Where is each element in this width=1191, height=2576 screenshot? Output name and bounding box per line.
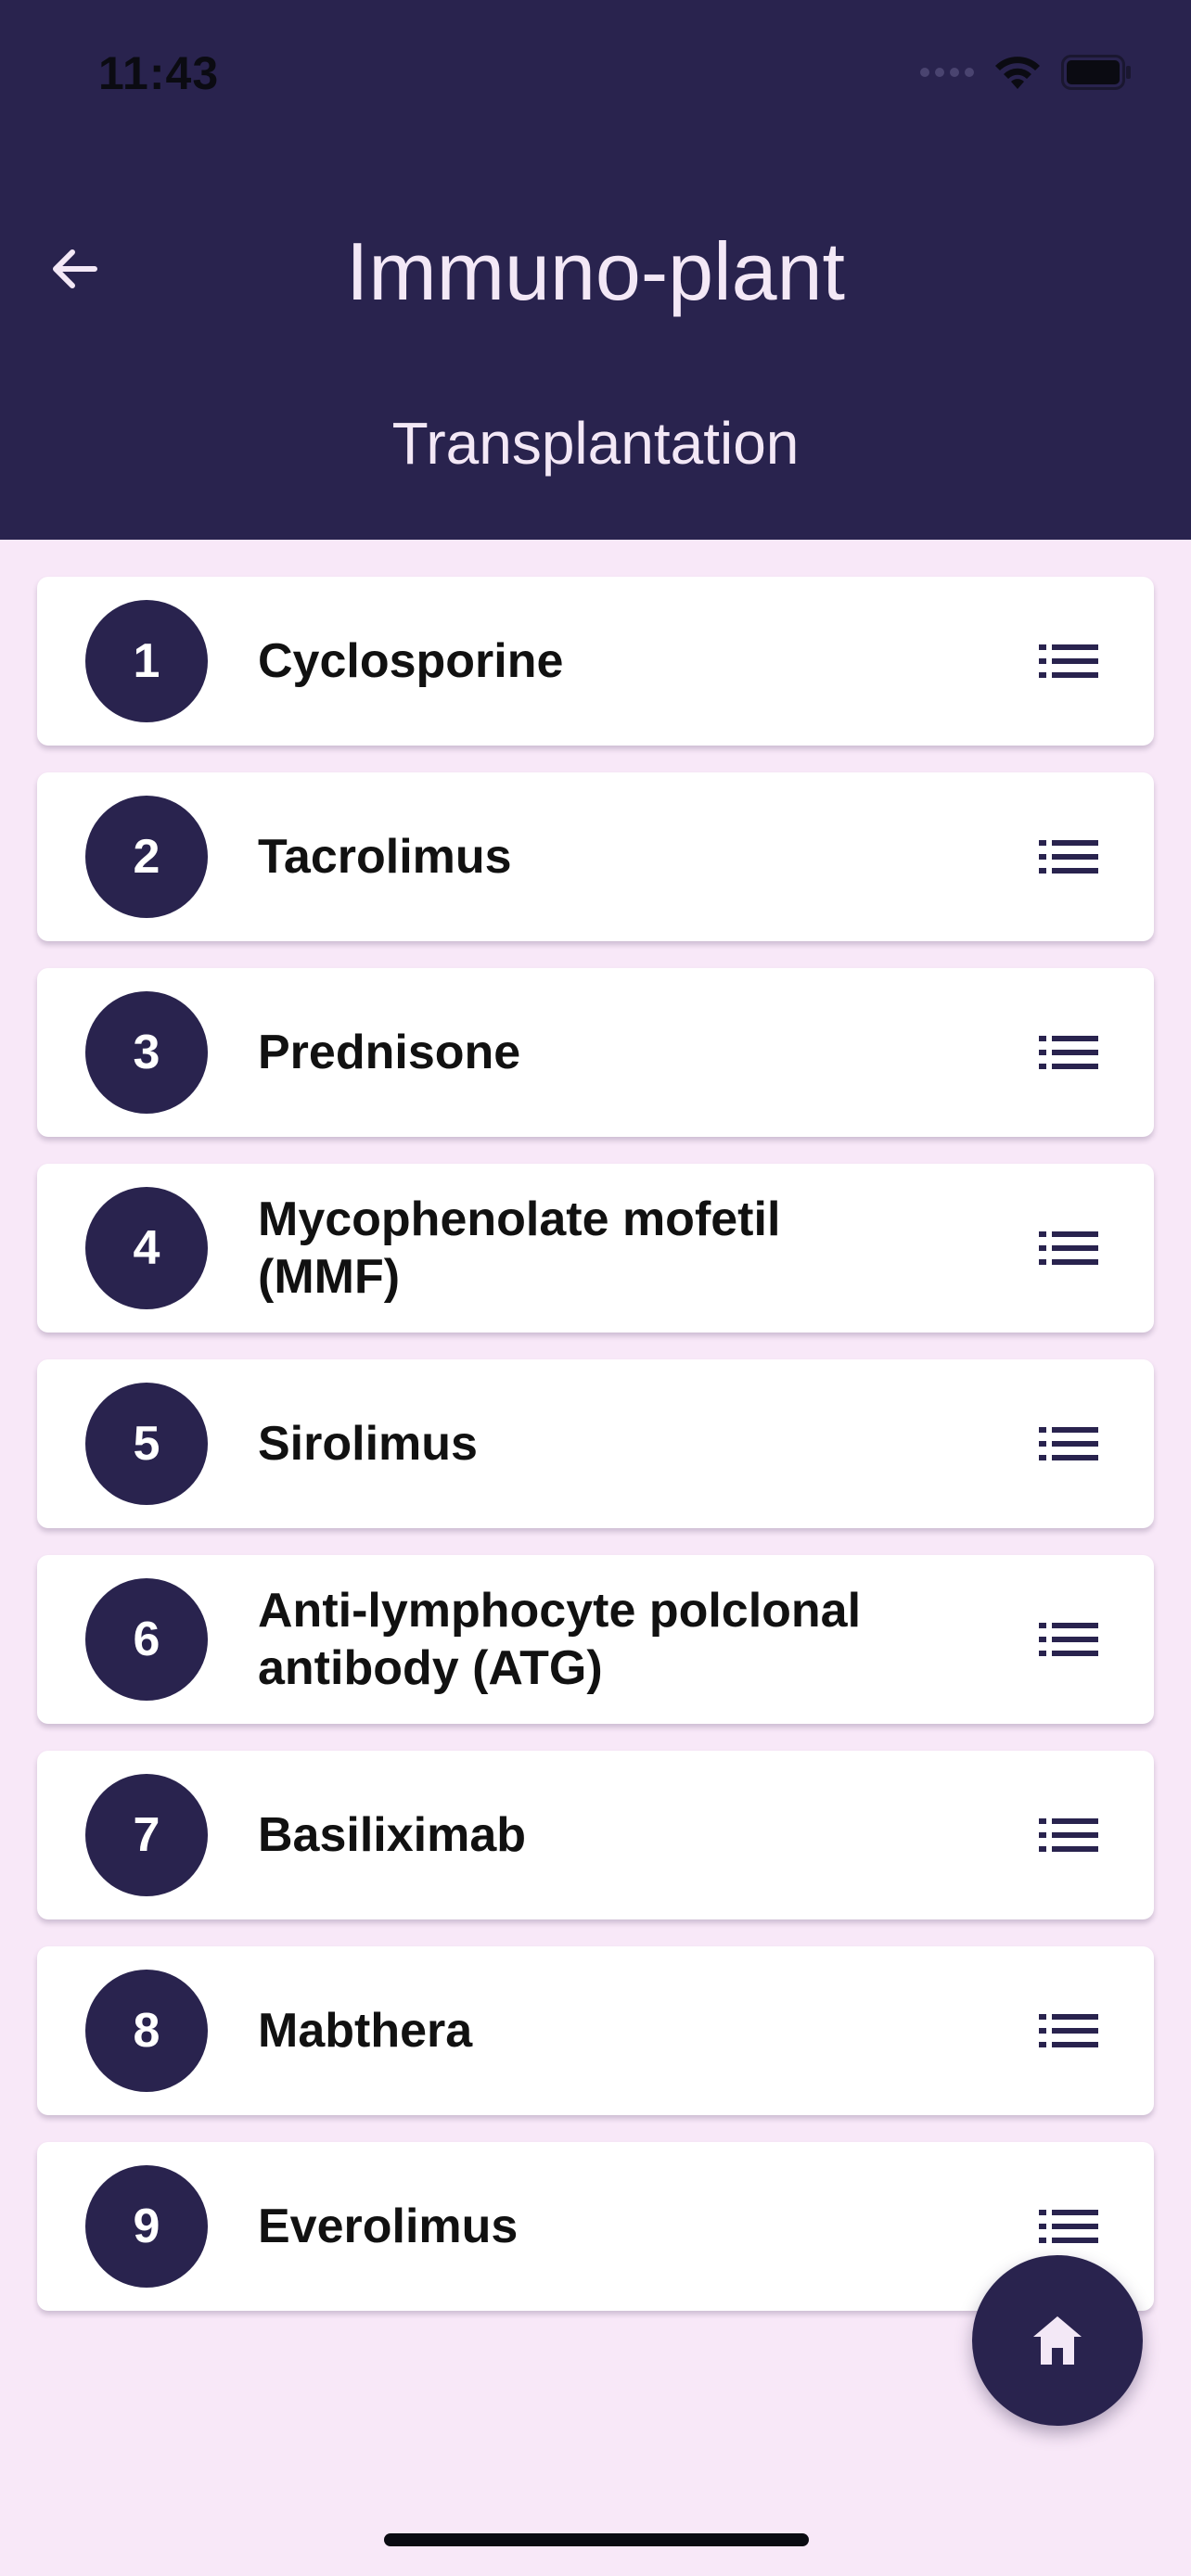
drug-name: Mycophenolate mofetil (MMF)	[258, 1192, 781, 1304]
list-icon[interactable]	[1039, 2012, 1098, 2049]
home-icon	[1033, 2316, 1082, 2365]
wifi-icon	[992, 54, 1043, 91]
drug-number-badge: 1	[85, 600, 208, 722]
list-icon[interactable]	[1039, 1621, 1098, 1658]
home-button[interactable]	[972, 2255, 1143, 2426]
drug-number-badge: 5	[85, 1383, 208, 1505]
drug-name: Tacrolimus	[258, 830, 512, 884]
drug-card-1[interactable]: 1 Cyclosporine	[37, 577, 1154, 746]
back-button[interactable]	[37, 232, 111, 306]
arrow-left-icon	[53, 249, 97, 288]
drug-number-badge: 2	[85, 796, 208, 918]
drug-name: Cyclosporine	[258, 634, 564, 688]
drug-name: Mabthera	[258, 2004, 473, 2058]
drug-card-4[interactable]: 4 Mycophenolate mofetil (MMF)	[37, 1164, 1154, 1333]
drug-name: Prednisone	[258, 1026, 521, 1079]
list-icon[interactable]	[1039, 838, 1098, 875]
drug-card-2[interactable]: 2 Tacrolimus	[37, 772, 1154, 941]
drug-number-badge: 8	[85, 1970, 208, 2092]
drug-name: Sirolimus	[258, 1417, 478, 1471]
drug-card-8[interactable]: 8 Mabthera	[37, 1946, 1154, 2115]
list-icon[interactable]	[1039, 643, 1098, 680]
drug-card-5[interactable]: 5 Sirolimus	[37, 1359, 1154, 1528]
page-title: Immuno-plant	[345, 225, 845, 317]
drug-name: Anti-lymphocyte polclonal antibody (ATG)	[258, 1584, 862, 1695]
status-time: 11:43	[98, 47, 220, 99]
list-icon[interactable]	[1039, 1034, 1098, 1071]
list-icon[interactable]	[1039, 1817, 1098, 1854]
page-subtitle: Transplantation	[391, 410, 800, 477]
drug-card-7[interactable]: 7 Basiliximab	[37, 1751, 1154, 1919]
drug-number-badge: 9	[85, 2165, 208, 2288]
drug-number-badge: 4	[85, 1187, 208, 1309]
list-icon[interactable]	[1039, 1230, 1098, 1267]
list-icon[interactable]	[1039, 2208, 1098, 2245]
drug-number-badge: 6	[85, 1578, 208, 1701]
drug-name: Everolimus	[258, 2200, 519, 2253]
drug-name: Basiliximab	[258, 1808, 527, 1862]
battery-icon	[1061, 55, 1132, 90]
drug-card-9[interactable]: 9 Everolimus	[37, 2142, 1154, 2311]
status-icons	[920, 54, 1132, 91]
list-icon[interactable]	[1039, 1425, 1098, 1462]
drug-number-badge: 3	[85, 991, 208, 1114]
drug-card-6[interactable]: 6 Anti-lymphocyte polclonal antibody (AT…	[37, 1555, 1154, 1724]
app-header: 11:43 Immuno-plant Transplantation	[0, 0, 1191, 540]
cellular-signal-icon	[920, 68, 974, 77]
drug-number-badge: 7	[85, 1774, 208, 1896]
drug-card-3[interactable]: 3 Prednisone	[37, 968, 1154, 1137]
home-indicator	[384, 2533, 809, 2546]
